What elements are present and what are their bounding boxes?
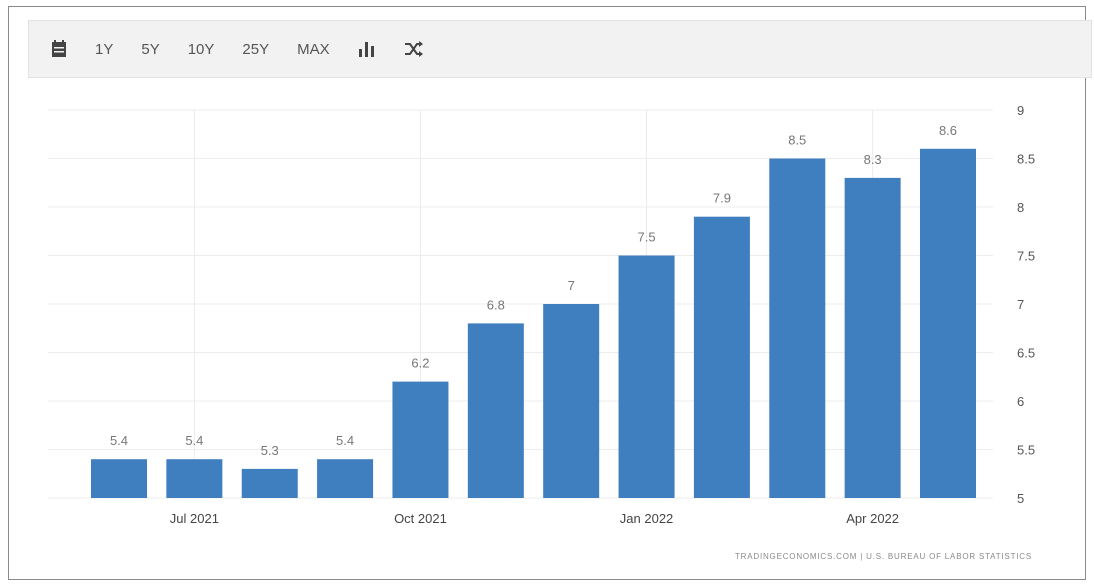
x-tick-label: Jul 2021 xyxy=(170,511,219,526)
range-5y-button[interactable]: 5Y xyxy=(141,40,160,58)
bar xyxy=(693,216,750,498)
source-credit: TRADINGECONOMICS.COM | U.S. BUREAU OF LA… xyxy=(734,552,1032,561)
y-tick-label: 9 xyxy=(1017,103,1024,118)
bar xyxy=(166,459,223,498)
bar xyxy=(769,158,826,498)
bar xyxy=(844,177,901,498)
data-label: 8.5 xyxy=(788,133,806,148)
bar xyxy=(317,459,374,498)
shuffle-icon[interactable] xyxy=(404,41,424,57)
data-label: 7.5 xyxy=(638,230,656,245)
range-1y-button[interactable]: 1Y xyxy=(95,40,114,58)
y-tick-label: 7.5 xyxy=(1017,249,1035,264)
x-tick-label: Apr 2022 xyxy=(846,511,899,526)
data-label: 8.6 xyxy=(939,123,957,138)
data-label: 7.9 xyxy=(713,191,731,206)
y-tick-label: 5.5 xyxy=(1017,443,1035,458)
data-label: 5.4 xyxy=(110,433,128,448)
x-tick-label: Oct 2021 xyxy=(394,511,447,526)
bar xyxy=(467,323,524,498)
bar xyxy=(543,304,600,498)
bar-chart-icon[interactable] xyxy=(358,40,376,58)
bar xyxy=(392,381,449,498)
data-label: 7 xyxy=(568,278,575,293)
calendar-icon[interactable] xyxy=(51,40,67,58)
bar xyxy=(920,148,976,499)
range-10y-button[interactable]: 10Y xyxy=(187,40,215,58)
y-tick-label: 6 xyxy=(1017,394,1024,409)
y-tick-label: 6.5 xyxy=(1017,346,1035,361)
data-label: 6.8 xyxy=(487,297,505,312)
data-label: 8.3 xyxy=(864,152,882,167)
bar xyxy=(91,459,147,498)
y-tick-label: 7 xyxy=(1017,297,1024,312)
data-label: 5.3 xyxy=(261,443,279,458)
range-25y-button[interactable]: 25Y xyxy=(242,40,270,58)
toolbar: 1Y 5Y 10Y 25Y MAX xyxy=(28,20,1092,78)
y-tick-label: 8 xyxy=(1017,200,1024,215)
range-max-button[interactable]: MAX xyxy=(297,40,330,58)
data-label: 5.4 xyxy=(336,433,354,448)
y-tick-label: 5 xyxy=(1017,491,1024,506)
bar xyxy=(618,255,675,498)
data-label: 6.2 xyxy=(411,356,429,371)
data-label: 5.4 xyxy=(185,433,203,448)
y-tick-label: 8.5 xyxy=(1017,152,1035,167)
x-tick-label: Jan 2022 xyxy=(620,511,674,526)
bar xyxy=(241,468,298,498)
